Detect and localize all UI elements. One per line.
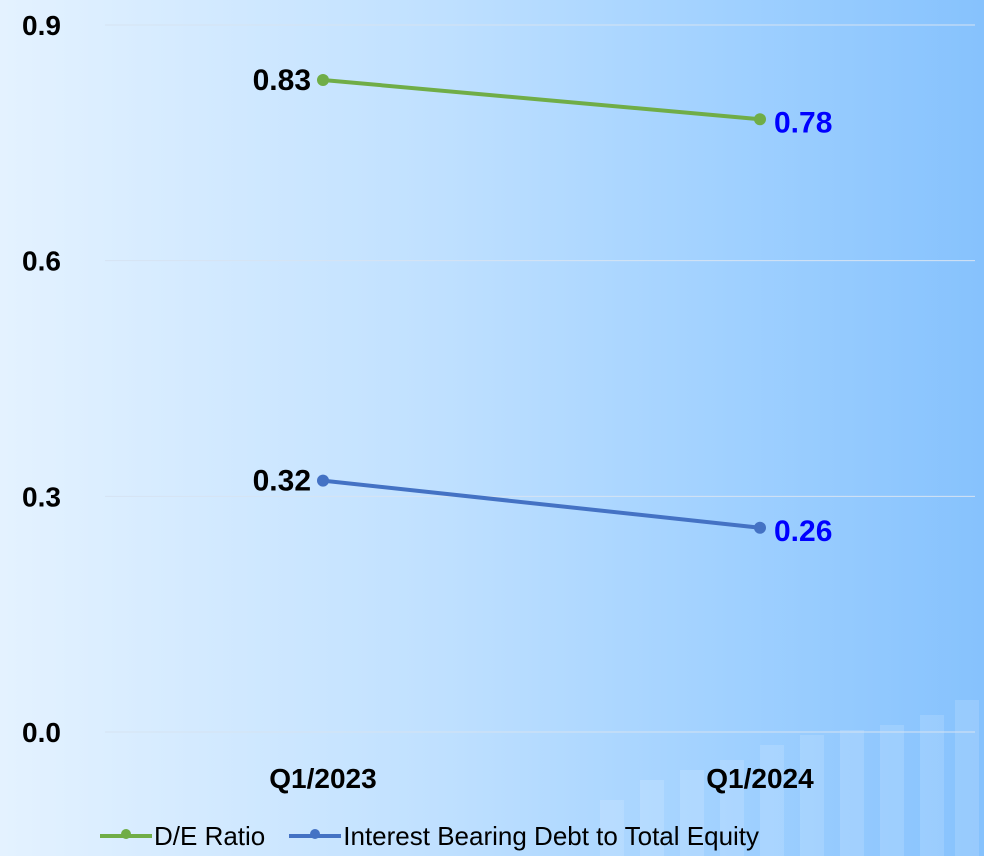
data-label: 0.78 xyxy=(774,106,832,139)
series-line xyxy=(321,77,762,122)
legend-item-de-ratio: D/E Ratio xyxy=(100,821,265,852)
y-tick-label: 0.0 xyxy=(22,717,61,748)
data-point xyxy=(317,73,329,86)
x-tick-label: Q1/2024 xyxy=(706,763,814,794)
background-bar xyxy=(680,770,704,856)
y-tick-label: 0.3 xyxy=(22,481,61,512)
y-tick-label: 0.9 xyxy=(22,10,61,41)
legend-swatch-de-ratio xyxy=(100,829,152,839)
background-bars-decoration xyxy=(600,700,979,856)
background-bar xyxy=(600,800,624,856)
background-bar xyxy=(840,730,864,856)
background-bar xyxy=(720,760,744,856)
legend-swatch-interest-bearing-debt xyxy=(289,829,342,839)
y-tick-label: 0.6 xyxy=(22,246,61,277)
series-group: 0.83 0.78 0.32 0.26 xyxy=(253,64,833,548)
x-tick-label: Q1/2023 xyxy=(269,763,376,794)
legend-label-interest-bearing-debt: Interest Bearing Debt to Total Equity xyxy=(343,820,760,851)
x-axis-ticks: Q1/2023 Q1/2024 xyxy=(269,763,814,794)
data-point xyxy=(754,521,766,534)
y-axis-ticks: 0.0 0.3 0.6 0.9 xyxy=(22,10,61,748)
legend-label-de-ratio: D/E Ratio xyxy=(154,820,266,851)
series-line xyxy=(321,478,762,530)
data-label: 0.26 xyxy=(774,515,832,548)
data-label: 0.32 xyxy=(253,465,311,498)
gridlines xyxy=(105,24,975,733)
background-bar xyxy=(955,700,979,856)
data-label: 0.83 xyxy=(253,64,311,97)
background-bar xyxy=(920,715,944,856)
background-bar xyxy=(880,725,904,856)
background-bar xyxy=(760,745,784,856)
legend: D/E Ratio Interest Bearing Debt to Total… xyxy=(100,816,759,856)
background-bar xyxy=(640,780,664,856)
data-point xyxy=(317,474,329,487)
legend-item-interest-bearing-debt: Interest Bearing Debt to Total Equity xyxy=(289,821,759,852)
background-bar xyxy=(800,735,824,856)
data-point xyxy=(754,113,766,126)
